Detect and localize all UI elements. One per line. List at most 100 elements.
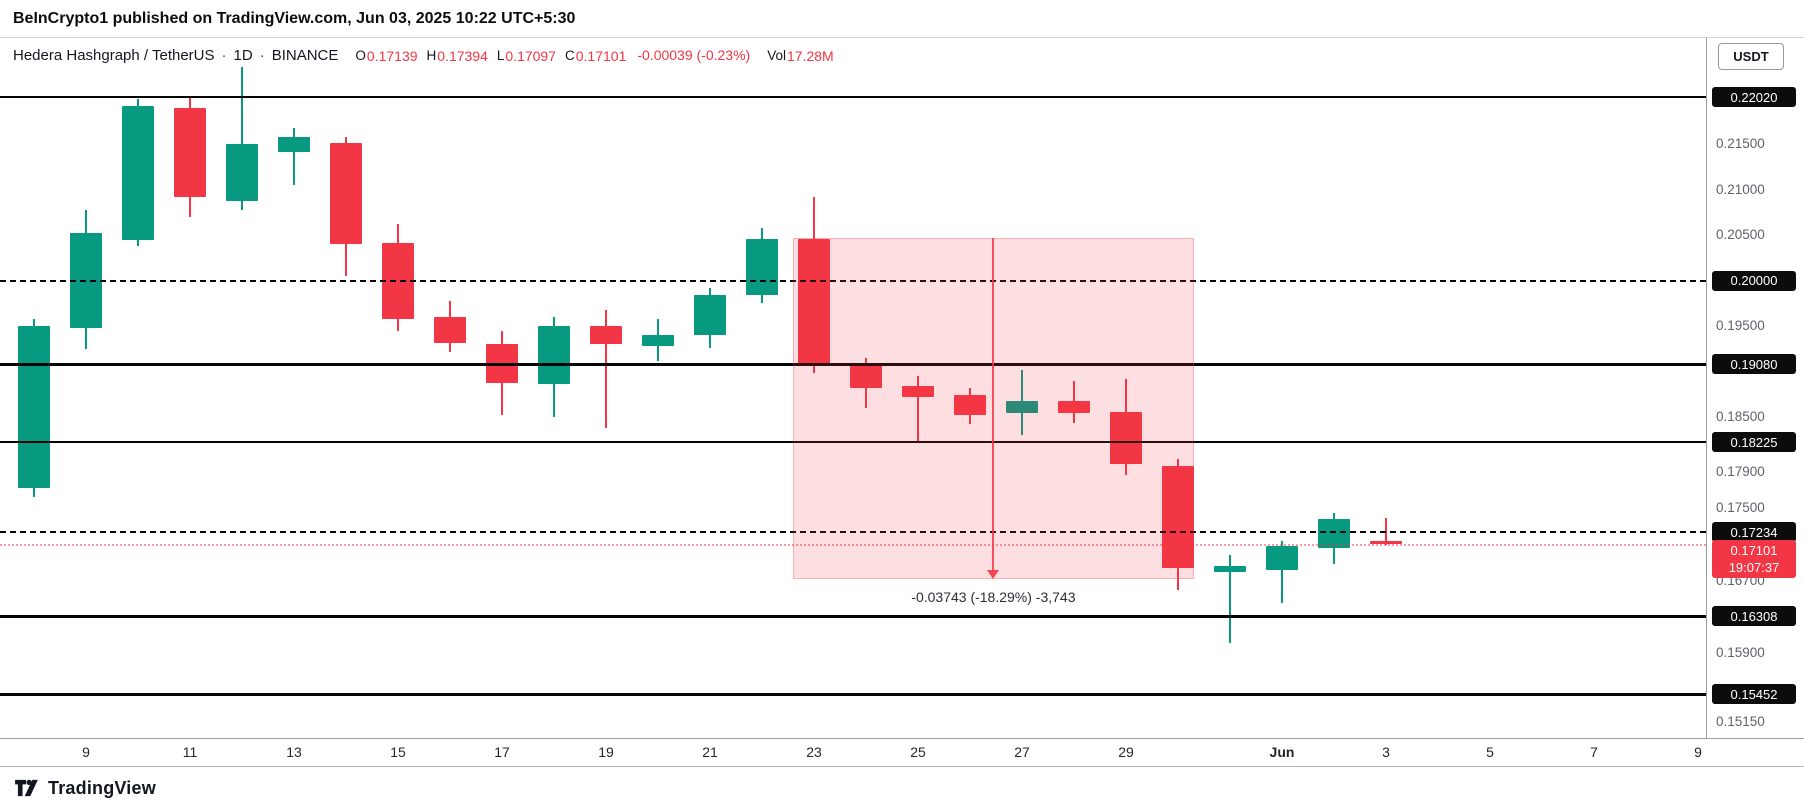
time-tick-label[interactable]: 25 bbox=[910, 744, 926, 760]
candle-body bbox=[590, 326, 622, 345]
candle-body bbox=[278, 137, 310, 152]
candle-body bbox=[694, 295, 726, 336]
price-level-line[interactable] bbox=[0, 96, 1706, 99]
time-tick-label[interactable]: 7 bbox=[1590, 744, 1598, 760]
candle-body bbox=[434, 317, 466, 343]
current-price-value: 0.17101 bbox=[1730, 543, 1778, 559]
price-level-line[interactable] bbox=[0, 441, 1706, 444]
candle-body bbox=[18, 326, 50, 488]
publish-bar: BeInCrypto1 published on TradingView.com… bbox=[0, 0, 1804, 38]
price-level-badge: 0.18225 bbox=[1712, 432, 1796, 453]
candle-body bbox=[538, 326, 570, 385]
price-level-badge: 0.17234 bbox=[1712, 522, 1796, 543]
time-tick-label[interactable]: Jun bbox=[1269, 744, 1295, 760]
time-tick-label[interactable]: 23 bbox=[806, 744, 822, 760]
time-tick-label[interactable]: 21 bbox=[702, 744, 718, 760]
ohlc-group: O 0.17139 H 0.17394 L 0.17097 C 0.17101 bbox=[355, 48, 626, 64]
candle-body bbox=[850, 364, 882, 388]
price-axis[interactable]: USDT 0.21500 0.21000 0.20500 0.19500 0.18500… bbox=[1708, 38, 1804, 738]
price-tick-label: 0.19500 bbox=[1716, 318, 1765, 334]
price-level-badge: 0.19080 bbox=[1712, 354, 1796, 375]
currency-button[interactable]: USDT bbox=[1718, 43, 1784, 70]
tradingview-logo-text[interactable]: TradingView bbox=[48, 777, 156, 798]
symbol-title[interactable]: Hedera Hashgraph / TetherUS bbox=[13, 47, 215, 64]
volume-group: Vol 17.28M bbox=[767, 48, 833, 64]
measure-arrow-line bbox=[992, 238, 995, 571]
high-value: 0.17394 bbox=[437, 48, 488, 64]
time-tick-label[interactable]: 3 bbox=[1382, 744, 1390, 760]
measure-arrow-head bbox=[987, 569, 1000, 579]
candle-body bbox=[1370, 540, 1402, 545]
volume-label: Vol bbox=[767, 48, 786, 63]
candle-wick bbox=[1385, 517, 1387, 545]
exchange-label[interactable]: BINANCE bbox=[271, 47, 339, 64]
price-tick-label: 0.17900 bbox=[1716, 463, 1765, 479]
candle-wick bbox=[605, 309, 607, 428]
time-tick-label[interactable]: 9 bbox=[82, 744, 90, 760]
bar-countdown: 19:07:37 bbox=[1728, 560, 1780, 576]
price-level-line[interactable] bbox=[0, 693, 1706, 696]
candle-body bbox=[642, 335, 674, 347]
close-value: 0.17101 bbox=[575, 48, 627, 64]
open-label: O bbox=[355, 48, 366, 63]
candle-body bbox=[1006, 400, 1038, 414]
time-tick-label[interactable]: 17 bbox=[494, 744, 510, 760]
candle-body bbox=[1318, 518, 1350, 548]
open-value: 0.17139 bbox=[366, 48, 418, 64]
tradingview-logo-icon[interactable] bbox=[13, 778, 39, 798]
symbol-header: Hedera Hashgraph / TetherUS · 1D · BINAN… bbox=[13, 47, 834, 64]
low-value: 0.17097 bbox=[505, 48, 556, 64]
candle-body bbox=[1162, 466, 1194, 568]
candle-wick bbox=[293, 128, 295, 186]
time-tick-label[interactable]: 11 bbox=[182, 744, 198, 760]
time-tick-label[interactable]: 19 bbox=[598, 744, 614, 760]
candle-body bbox=[746, 238, 778, 296]
price-tick-label: 0.15900 bbox=[1716, 645, 1765, 661]
time-tick-label[interactable]: 27 bbox=[1014, 744, 1030, 760]
price-tick-label: 0.21500 bbox=[1716, 136, 1765, 152]
chart-pane[interactable]: Hedera Hashgraph / TetherUS · 1D · BINAN… bbox=[0, 38, 1707, 738]
volume-value: 17.28M bbox=[786, 48, 834, 64]
candle-wick bbox=[917, 376, 919, 443]
price-tick-label: 0.15150 bbox=[1716, 713, 1765, 729]
candle-wick bbox=[1281, 540, 1283, 603]
candle-body bbox=[902, 386, 934, 398]
price-level-badge: 0.15452 bbox=[1712, 684, 1796, 705]
candle-body bbox=[1266, 546, 1298, 570]
time-tick-label[interactable]: 9 bbox=[1694, 744, 1702, 760]
price-level-line[interactable] bbox=[0, 363, 1706, 366]
price-level-badge: 0.16308 bbox=[1712, 606, 1796, 627]
time-tick-label[interactable]: 13 bbox=[286, 744, 302, 760]
time-axis[interactable]: 9 11 13 15 17 19 21 23 25 27 29 Jun 3 5 7 9 bbox=[0, 738, 1804, 766]
candle-body bbox=[954, 395, 986, 416]
price-tick-label: 0.17500 bbox=[1716, 500, 1765, 515]
price-tick-label: 0.20500 bbox=[1716, 227, 1765, 243]
price-level-line[interactable] bbox=[0, 279, 1706, 282]
price-level-line[interactable] bbox=[0, 531, 1706, 534]
time-tick-label[interactable]: 5 bbox=[1486, 744, 1494, 760]
price-level-line[interactable] bbox=[0, 615, 1706, 618]
current-price-line bbox=[0, 544, 1706, 547]
separator-dot: · bbox=[221, 47, 227, 64]
time-tick-label[interactable]: 29 bbox=[1118, 744, 1134, 760]
chart-widget: Hedera Hashgraph / TetherUS · 1D · BINAN… bbox=[0, 38, 1804, 809]
candle-body bbox=[174, 108, 206, 198]
price-level-badge: 0.20000 bbox=[1712, 270, 1796, 291]
candle-body bbox=[1058, 400, 1090, 414]
price-level-badge: 0.22020 bbox=[1712, 87, 1796, 108]
time-tick-label[interactable]: 15 bbox=[390, 744, 406, 760]
price-tick-label: 0.21000 bbox=[1716, 181, 1765, 197]
candle-body bbox=[122, 106, 154, 240]
measure-label: -0.03743 (-18.29%) -3,743 bbox=[911, 588, 1076, 605]
candle-body bbox=[226, 144, 258, 201]
candle-body bbox=[1110, 411, 1142, 465]
high-label: H bbox=[426, 48, 437, 63]
interval-label[interactable]: 1D bbox=[233, 47, 253, 64]
publish-text: BeInCrypto1 published on TradingView.com… bbox=[13, 9, 576, 27]
candle-body bbox=[1214, 566, 1246, 572]
footer: TradingView bbox=[0, 766, 1804, 809]
candle-wick bbox=[1229, 555, 1231, 643]
close-label: C bbox=[565, 48, 575, 63]
low-label: L bbox=[496, 48, 505, 63]
